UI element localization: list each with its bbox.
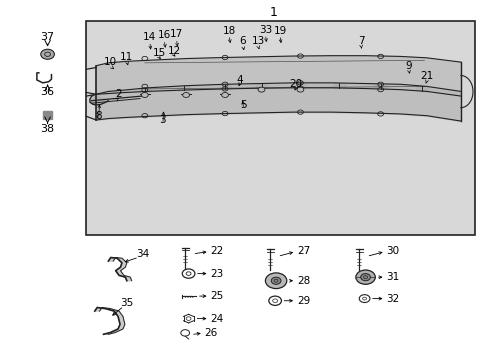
Circle shape — [296, 87, 303, 92]
Circle shape — [41, 49, 54, 59]
Text: 25: 25 — [210, 291, 223, 301]
Text: 1: 1 — [269, 6, 277, 19]
Circle shape — [271, 277, 281, 284]
Text: 17: 17 — [169, 29, 183, 39]
Bar — [86, 21, 474, 235]
Circle shape — [183, 93, 189, 98]
Text: 24: 24 — [210, 314, 223, 324]
Text: 12: 12 — [167, 46, 180, 56]
Text: 14: 14 — [143, 32, 156, 42]
Text: 6: 6 — [239, 36, 246, 46]
Circle shape — [258, 87, 264, 92]
Text: 29: 29 — [296, 296, 309, 306]
Text: 33: 33 — [258, 25, 271, 35]
Text: 34: 34 — [136, 249, 149, 259]
Text: 35: 35 — [120, 298, 133, 308]
Text: 5: 5 — [240, 100, 246, 110]
Text: 18: 18 — [222, 26, 235, 36]
Text: 28: 28 — [296, 276, 309, 286]
Circle shape — [221, 93, 228, 98]
Text: 16: 16 — [157, 30, 170, 40]
Text: 4: 4 — [236, 75, 243, 85]
Text: 26: 26 — [204, 328, 218, 338]
Text: 19: 19 — [273, 26, 286, 36]
Polygon shape — [108, 257, 131, 281]
Text: 22: 22 — [210, 247, 223, 256]
Circle shape — [355, 270, 374, 284]
Text: 32: 32 — [386, 294, 399, 303]
Text: 11: 11 — [120, 52, 133, 62]
Text: 30: 30 — [386, 247, 399, 256]
Text: 21: 21 — [419, 71, 432, 81]
Circle shape — [265, 273, 286, 289]
Text: 2: 2 — [115, 89, 121, 99]
Text: 37: 37 — [41, 32, 55, 42]
Polygon shape — [42, 112, 52, 118]
Circle shape — [360, 274, 370, 281]
Text: 15: 15 — [152, 48, 166, 58]
Text: 23: 23 — [210, 269, 223, 279]
Text: 7: 7 — [357, 36, 364, 46]
Text: 36: 36 — [41, 87, 55, 98]
Circle shape — [141, 93, 148, 98]
Text: 38: 38 — [41, 123, 55, 134]
Text: 27: 27 — [296, 247, 309, 256]
Text: 10: 10 — [104, 57, 117, 67]
Polygon shape — [95, 307, 124, 334]
Polygon shape — [90, 95, 108, 105]
Text: 3: 3 — [159, 115, 166, 125]
Text: 20: 20 — [288, 79, 302, 89]
Text: 13: 13 — [251, 36, 264, 46]
Text: 9: 9 — [405, 61, 411, 71]
Text: 8: 8 — [95, 111, 102, 121]
Text: 31: 31 — [386, 272, 399, 282]
